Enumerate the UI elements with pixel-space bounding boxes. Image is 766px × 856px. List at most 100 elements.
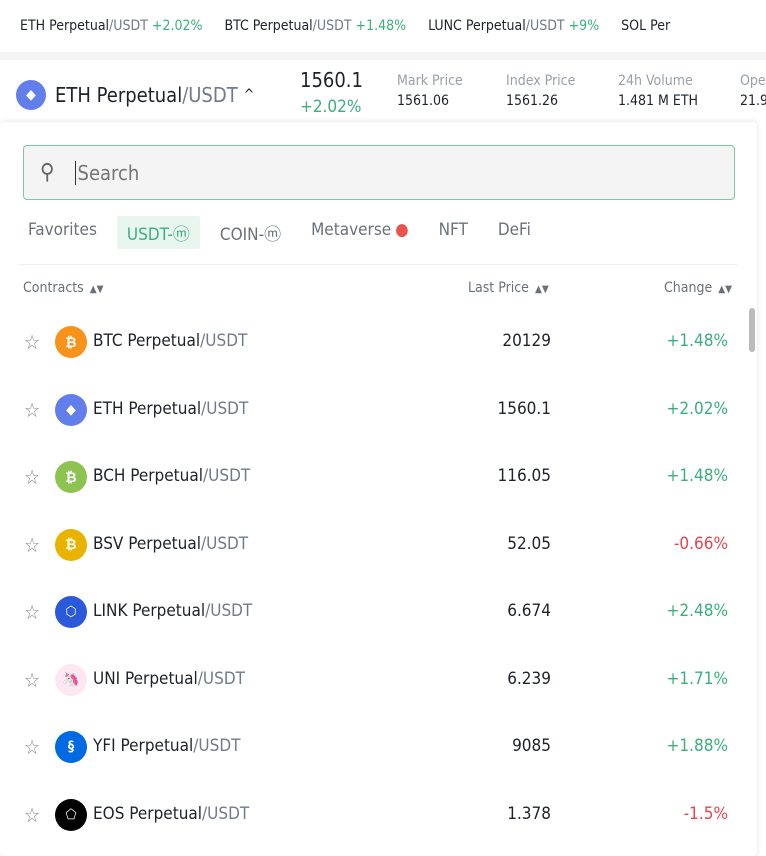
contract-name: EOS Perpetual/USDT xyxy=(93,804,249,824)
stat-label: Index Price xyxy=(506,73,576,89)
star-icon[interactable]: ☆ xyxy=(24,802,41,827)
ticker-base: ETH Perpetual xyxy=(20,18,110,34)
table-row[interactable]: ☆ ⬡ LINK Perpetual/USDT 6.674 +2.48% xyxy=(0,578,745,646)
table-row[interactable]: ☆ ₿ BCH Perpetual/USDT 116.05 +1.48% xyxy=(0,443,745,511)
ticker-quote: /USDT xyxy=(525,18,565,34)
last-price: 1.378 xyxy=(507,803,551,824)
ticker-quote: /USDT xyxy=(312,18,352,34)
column-change[interactable]: Change ▲▼ xyxy=(664,280,732,296)
market-header: ◆ ETH Perpetual/USDT ^ 1560.1 +2.02% Mar… xyxy=(0,60,766,124)
uniswap-icon: 🦄 xyxy=(55,663,87,696)
ticker-item[interactable]: SOL Per xyxy=(621,18,670,34)
divider-band xyxy=(0,52,766,60)
contract-base: EOS Perpetual xyxy=(93,803,203,824)
contract-quote: /USDT xyxy=(197,668,245,689)
change: +2.02% xyxy=(666,398,728,419)
stat-value: 21.9 xyxy=(740,93,766,109)
star-icon[interactable]: ☆ xyxy=(24,465,41,489)
symbol-base: ETH Perpetual xyxy=(55,83,183,107)
stat: Ope 21.9 xyxy=(740,73,766,109)
column-label: Last Price xyxy=(468,280,529,296)
contract-base: BSV Perpetual xyxy=(93,533,201,554)
symbol-quote: /USDT xyxy=(182,83,238,107)
stat: Index Price 1561.26 xyxy=(506,73,575,109)
scrollbar[interactable] xyxy=(749,308,755,352)
contract-quote: /USDT xyxy=(201,398,249,419)
search-input[interactable] xyxy=(74,160,675,185)
contract-base: LINK Perpetual xyxy=(93,601,206,621)
table-row[interactable]: ☆ ₿ BTC Perpetual/USDT 20129 +1.48% xyxy=(0,308,745,376)
contract-base: ETH Perpetual xyxy=(93,398,202,419)
contract-quote: /USDT xyxy=(193,736,241,756)
contract-name: LINK Perpetual/USDT xyxy=(93,601,252,621)
contract-quote: /USDT xyxy=(200,533,249,554)
table-row[interactable]: ☆ ◆ ETH Perpetual/USDT 1560.1 +2.02% xyxy=(0,376,745,444)
tab-1[interactable]: USDT-ⓜ xyxy=(116,216,200,249)
tab-3[interactable]: Metaverse ● xyxy=(301,216,418,249)
chevron-up-icon[interactable]: ^ xyxy=(243,87,255,103)
fire-icon: ● xyxy=(395,220,409,240)
ticker-base: BTC Perpetual xyxy=(224,18,313,34)
last-price: 1560.1 xyxy=(497,398,552,419)
stat-label: 24h Volume xyxy=(618,73,693,89)
search-box[interactable]: ⚲ xyxy=(23,145,735,200)
contract-quote: /USDT xyxy=(202,803,250,824)
chainlink-icon: ⬡ xyxy=(55,596,87,628)
last-price: 20129 xyxy=(502,331,551,351)
column-label: Change xyxy=(664,280,713,296)
star-icon[interactable]: ☆ xyxy=(24,667,41,692)
tab-2[interactable]: COIN-ⓜ xyxy=(210,216,291,249)
stat-value: 1561.06 xyxy=(397,93,450,109)
stat-value: 1.481 M ETH xyxy=(618,93,699,109)
contract-name: BTC Perpetual/USDT xyxy=(93,331,247,351)
star-icon[interactable]: ☆ xyxy=(24,330,41,354)
bitcoin-cash-icon: ₿ xyxy=(55,461,87,493)
contract-base: BTC Perpetual xyxy=(93,331,201,351)
contract-base: BCH Perpetual xyxy=(93,466,203,486)
sort-icon: ▲▼ xyxy=(89,284,104,295)
ticker-item[interactable]: ETH Perpetual/USDT +2.02% xyxy=(20,18,202,34)
change: -0.66% xyxy=(673,533,728,554)
column-contracts[interactable]: Contracts ▲▼ xyxy=(23,280,104,296)
ticker-change: +2.02% xyxy=(151,18,203,34)
ticker-item[interactable]: LUNC Perpetual/USDT +9% xyxy=(428,18,599,34)
change: -1.5% xyxy=(683,803,728,824)
contract-base: UNI Perpetual xyxy=(93,668,198,689)
table-row[interactable]: ☆ § YFI Perpetual/USDT 9085 +1.88% xyxy=(0,713,745,781)
sort-icon: ▲▼ xyxy=(718,284,733,295)
ethereum-icon: ◆ xyxy=(16,80,46,110)
last-price: 6.239 xyxy=(507,668,551,689)
table-row[interactable]: ☆ 🦄 UNI Perpetual/USDT 6.239 +1.71% xyxy=(0,646,745,714)
tab-label: DeFi xyxy=(497,220,531,240)
column-last-price[interactable]: Last Price ▲▼ xyxy=(468,280,549,296)
star-icon[interactable]: ☆ xyxy=(24,397,41,422)
tab-label: COIN-ⓜ xyxy=(219,225,282,245)
category-tabs: Favorites USDT-ⓜ COIN-ⓜ Metaverse ● NFT DeFi xyxy=(18,216,551,249)
star-icon[interactable]: ☆ xyxy=(24,735,41,759)
contract-name: BSV Perpetual/USDT xyxy=(93,534,248,554)
ticker-quote: /USDT xyxy=(109,18,148,34)
contract-name: BCH Perpetual/USDT xyxy=(93,466,250,486)
star-icon[interactable]: ☆ xyxy=(24,532,41,557)
star-icon[interactable]: ☆ xyxy=(24,600,41,624)
contract-quote: /USDT xyxy=(205,601,253,621)
ticker-base: SOL Per xyxy=(621,18,671,34)
stat: Mark Price 1561.06 xyxy=(397,73,463,109)
tab-4[interactable]: NFT xyxy=(429,216,478,249)
tab-5[interactable]: DeFi xyxy=(488,216,541,249)
stat: 24h Volume 1.481 M ETH xyxy=(618,73,698,109)
change: +1.48% xyxy=(666,466,728,486)
change: +1.48% xyxy=(666,331,728,351)
last-price: 116.05 xyxy=(497,466,552,486)
contract-quote: /USDT xyxy=(200,331,248,351)
tab-label: Metaverse xyxy=(311,220,392,240)
ticker-item[interactable]: BTC Perpetual/USDT +1.48% xyxy=(224,18,406,34)
last-price: 52.05 xyxy=(507,533,551,554)
ticker-bar: ETH Perpetual/USDT +2.02% BTC Perpetual/U… xyxy=(0,0,766,52)
table-row[interactable]: ☆ ⬠ EOS Perpetual/USDT 1.378 -1.5% xyxy=(0,781,745,849)
symbol-selector[interactable]: ◆ ETH Perpetual/USDT ^ xyxy=(16,80,254,110)
change: +1.71% xyxy=(666,668,728,689)
tab-0[interactable]: Favorites xyxy=(18,216,107,249)
stat-label: Ope xyxy=(740,73,766,89)
table-row[interactable]: ☆ ₿ BSV Perpetual/USDT 52.05 -0.66% xyxy=(0,511,745,579)
